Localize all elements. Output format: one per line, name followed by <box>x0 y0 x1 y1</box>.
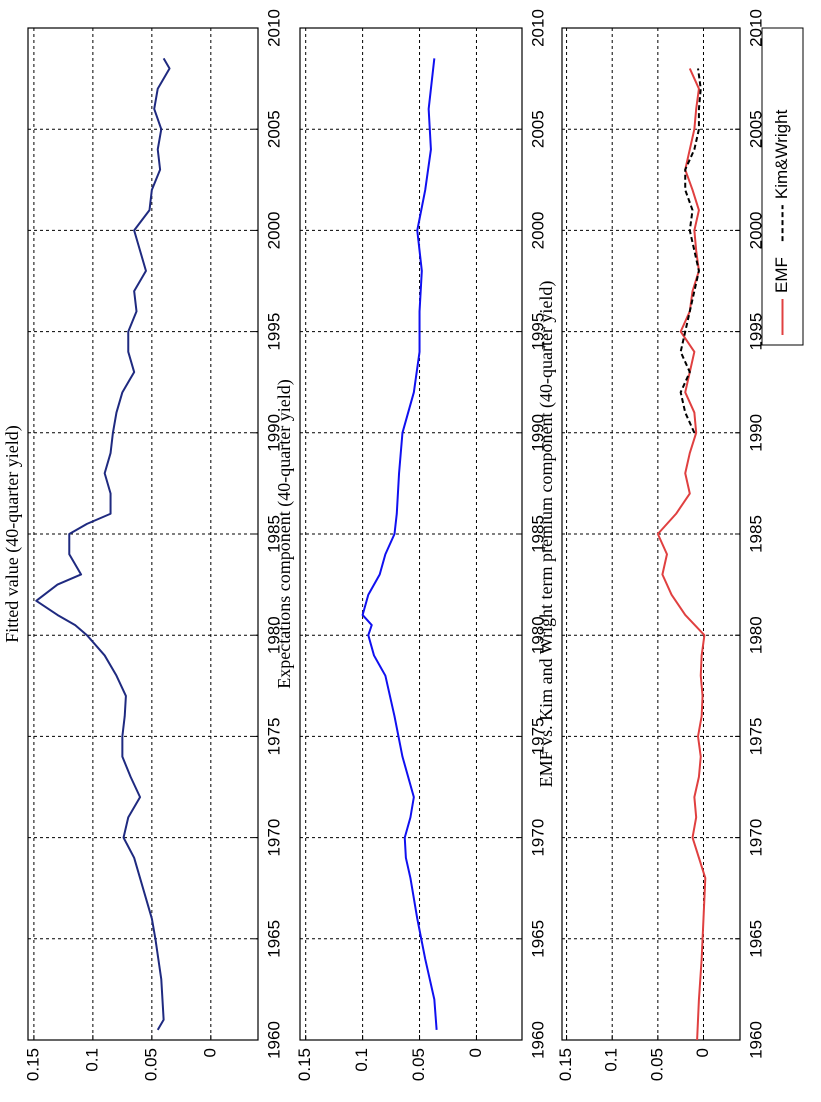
x-tick-label: 1995 <box>264 313 283 351</box>
x-tick-label: 1995 <box>746 313 765 351</box>
x-tick-label: 1985 <box>746 515 765 553</box>
plot-area <box>562 28 740 1040</box>
x-tick-label: 1980 <box>528 616 547 654</box>
y-tick-label: 0 <box>200 1048 219 1057</box>
legend: EMF Kim&Wright <box>761 27 804 346</box>
x-tick-label: 1980 <box>264 616 283 654</box>
legend-box <box>761 27 804 346</box>
x-tick-label: 2000 <box>746 211 765 249</box>
x-tick-label: 1960 <box>528 1021 547 1059</box>
x-tick-label: 1970 <box>264 819 283 857</box>
chart-title: EMF vs. Kim and Wright term premium comp… <box>536 281 557 788</box>
series-line <box>361 58 438 1030</box>
y-tick-label: 0.1 <box>82 1048 101 1072</box>
y-tick-label: 0.05 <box>647 1048 666 1081</box>
x-tick-label: 1960 <box>746 1021 765 1059</box>
x-tick-label: 1975 <box>528 717 547 755</box>
x-tick-label: 1970 <box>746 819 765 857</box>
y-tick-label: 0.1 <box>352 1048 371 1072</box>
x-tick-label: 1980 <box>746 616 765 654</box>
x-tick-label: 2010 <box>528 9 547 47</box>
x-tick-label: 2005 <box>528 110 547 148</box>
y-tick-label: 0 <box>466 1048 485 1057</box>
series-line <box>656 68 707 1041</box>
plot-frame <box>299 27 523 1041</box>
panel: 1960 1965 1970 1975 1980 1985 1990 1995 2000 2005… <box>536 9 765 1081</box>
x-tick-label: 2010 <box>264 9 283 47</box>
x-tick-label: 1965 <box>746 920 765 958</box>
x-tick-label: 1990 <box>746 414 765 452</box>
chart-title: Expectations component (40-quarter yield… <box>274 379 295 688</box>
y-tick-label: 0.15 <box>295 1048 314 1081</box>
panel: 1960 1965 1970 1975 1980 1985 1990 1995 2000 2005… <box>274 9 547 1081</box>
x-tick-label: 1960 <box>264 1021 283 1059</box>
x-tick-label: 1965 <box>528 920 547 958</box>
plot-frame <box>27 27 259 1041</box>
y-tick-label: 0.05 <box>141 1048 160 1081</box>
legend-label: Kim&Wright <box>772 109 791 199</box>
y-tick-label: 0.15 <box>556 1048 575 1081</box>
y-tick-label: 0.15 <box>23 1048 42 1081</box>
x-tick-label: 1965 <box>264 920 283 958</box>
x-tick-label: 1985 <box>264 515 283 553</box>
plot-frame <box>561 27 741 1041</box>
x-tick-label: 2000 <box>264 211 283 249</box>
series-line <box>35 57 171 1031</box>
x-tick-label: 1970 <box>528 819 547 857</box>
x-tick-label: 1975 <box>746 717 765 755</box>
x-tick-label: 1975 <box>264 717 283 755</box>
y-tick-label: 0.05 <box>409 1048 428 1081</box>
x-tick-label: 2010 <box>746 9 765 47</box>
y-tick-label: 0.1 <box>602 1048 621 1072</box>
panel: 1960 1965 1970 1975 1980 1985 1990 1995 2000 2005… <box>2 9 283 1081</box>
x-tick-label: 1990 <box>264 414 283 452</box>
x-tick-label: 2005 <box>264 110 283 148</box>
x-tick-label: 1990 <box>528 414 547 452</box>
chart-title: Fitted value (40-quarter yield) <box>2 425 23 642</box>
y-tick-label: 0 <box>693 1048 712 1057</box>
series-line <box>679 68 702 434</box>
x-tick-label: 2005 <box>746 110 765 148</box>
x-tick-label: 1985 <box>528 515 547 553</box>
x-tick-label: 1995 <box>528 313 547 351</box>
legend-label: EMF <box>772 257 791 293</box>
x-tick-label: 2000 <box>528 211 547 249</box>
